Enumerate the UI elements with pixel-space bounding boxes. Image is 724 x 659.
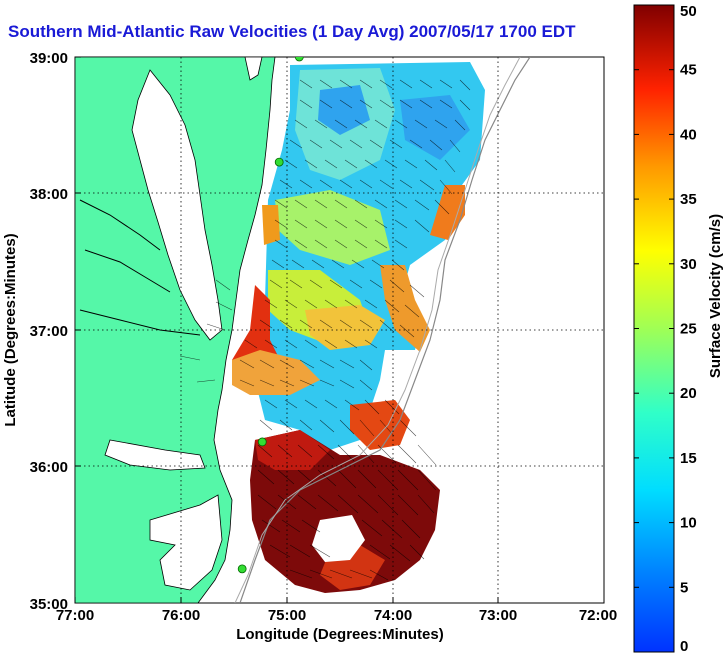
y-tick-label: 37:00 xyxy=(30,323,68,340)
rappahannock-river xyxy=(84,249,171,293)
potomac-river xyxy=(79,199,161,251)
colorbar xyxy=(633,4,675,653)
chesapeake-bay xyxy=(131,69,223,341)
colorbar-tick-label: 35 xyxy=(680,191,697,208)
colorbar-tick-label: 25 xyxy=(680,321,697,338)
delaware-bay xyxy=(244,57,263,81)
colorbar-tick-label: 45 xyxy=(680,62,697,79)
colorbar-tick-label: 50 xyxy=(680,3,697,20)
x-tick-label: 75:00 xyxy=(268,607,306,624)
colorbar-tick-label: 0 xyxy=(680,638,688,655)
x-tick-label: 77:00 xyxy=(56,607,94,624)
grid xyxy=(75,57,604,603)
colorbar-label: Surface Velocity (cm/s) xyxy=(707,214,724,378)
axis-ticks xyxy=(74,56,605,603)
radar-station-marker xyxy=(274,157,284,167)
radar-station-marker xyxy=(294,57,304,62)
y-tick-label: 35:00 xyxy=(30,596,68,613)
y-tick-label: 36:00 xyxy=(30,459,68,476)
radar-stations xyxy=(237,57,304,574)
albemarle-sound xyxy=(104,439,206,471)
radar-station-marker xyxy=(237,564,247,574)
colorbar-ticks: 0 5 10 15 20 25 30 35 40 45 50 xyxy=(634,3,697,655)
x-tick-label: 72:00 xyxy=(579,607,617,624)
x-tick-label: 76:00 xyxy=(162,607,200,624)
velocity-field xyxy=(179,62,485,593)
colorbar-tick-label: 10 xyxy=(680,515,697,532)
pamlico-sound xyxy=(149,494,223,591)
map-title: Southern Mid-Atlantic Raw Velocities (1 … xyxy=(8,22,576,41)
x-tick-label: 73:00 xyxy=(479,607,517,624)
shelf-contour xyxy=(239,57,531,603)
x-tick-label: 74:00 xyxy=(374,607,412,624)
x-axis-label: Longitude (Degrees:Minutes) xyxy=(236,626,444,643)
y-tick-label: 39:00 xyxy=(30,50,68,67)
colorbar-tick-label: 20 xyxy=(680,385,697,402)
radar-station-marker xyxy=(257,437,267,447)
y-axis-label: Latitude (Degrees:Minutes) xyxy=(2,233,19,426)
james-river xyxy=(79,309,201,336)
y-tick-label: 38:00 xyxy=(30,186,68,203)
colorbar-tick-label: 15 xyxy=(680,450,697,467)
colorbar-tick-label: 40 xyxy=(680,126,697,143)
colorbar-tick-label: 30 xyxy=(680,256,697,273)
colorbar-tick-label: 5 xyxy=(680,579,688,596)
shelf-contour-inner xyxy=(234,57,521,603)
